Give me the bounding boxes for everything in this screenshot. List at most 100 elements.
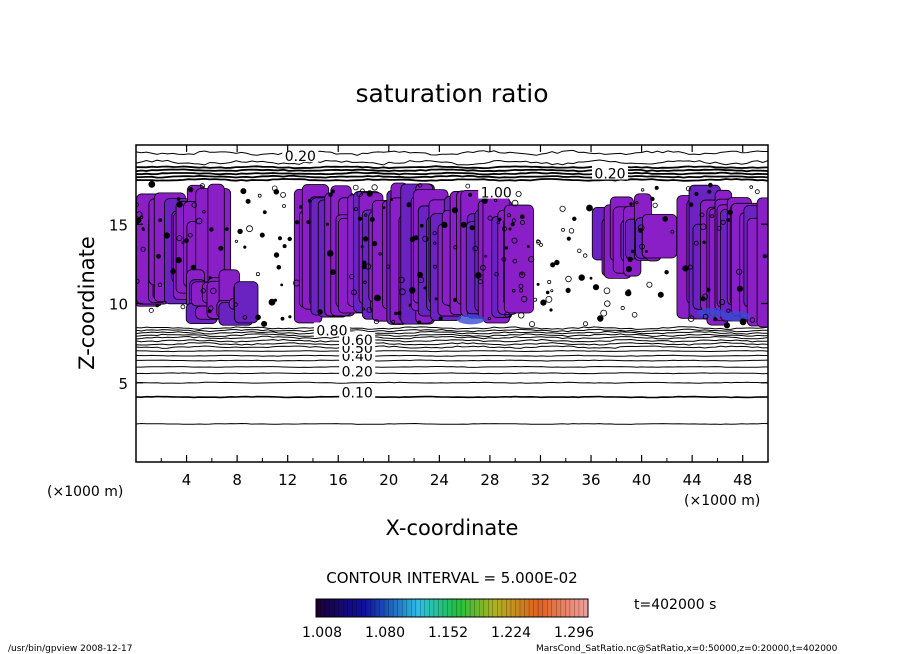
y-tick-label: 10 [109, 296, 128, 314]
contour-speckle [363, 280, 367, 284]
colorbar-tick-label: 1.296 [554, 625, 594, 641]
contour-speckle [325, 222, 330, 226]
contour-speckle [583, 321, 589, 327]
contour-speckle [487, 316, 491, 321]
x-tick-label: 20 [379, 471, 398, 489]
contour-line [136, 354, 768, 357]
contour-speckle [273, 189, 280, 195]
contour-speckle [209, 227, 214, 232]
contour-speckle [307, 199, 312, 203]
footer-source: MarsCond_SatRatio.nc@SatRatio,x=0:50000,… [536, 644, 838, 654]
contour-line [136, 177, 768, 182]
contour-speckle [710, 214, 714, 218]
contour-speckle [148, 307, 154, 313]
x-tick-label: 16 [329, 471, 348, 489]
contour-label: 0.20 [594, 167, 625, 183]
contour-speckle [749, 185, 753, 189]
x-tick-label: 36 [581, 471, 600, 489]
contour-speckle [234, 239, 238, 243]
contour-speckle [180, 304, 186, 310]
contour-speckle [536, 239, 541, 245]
contour-speckle [141, 228, 145, 232]
contour-speckle [515, 190, 522, 197]
contour-speckle [372, 241, 378, 247]
contour-line [136, 330, 768, 335]
contour-line [136, 345, 768, 349]
contour-label-bg [339, 384, 376, 399]
contour-label: 0.20 [285, 149, 316, 165]
contour-speckle [630, 249, 635, 254]
x-tick-label: 44 [683, 471, 702, 489]
contour-speckle [719, 299, 726, 306]
contour-speckle [706, 287, 711, 292]
contour-speckle [243, 245, 247, 249]
contour-speckle [280, 316, 285, 321]
x-unit-label-right: (×1000 m) [684, 493, 760, 509]
contour-speckle [363, 236, 369, 242]
contour-speckle [460, 221, 467, 228]
contour-speckle [625, 289, 632, 297]
contour-speckle [568, 228, 575, 234]
contour-speckle [629, 202, 633, 206]
contour-speckle [364, 213, 368, 217]
contour-speckle [176, 201, 183, 208]
contour-speckle [273, 252, 280, 258]
contour-speckle [702, 240, 706, 244]
contour-speckle [190, 264, 197, 271]
contour-speckle [487, 215, 493, 221]
contour-speckle [218, 245, 224, 251]
contour-speckle [469, 225, 475, 231]
contour-speckle [526, 244, 530, 248]
contour-speckle [501, 226, 507, 232]
contour-line [136, 333, 768, 338]
contour-speckle [670, 229, 675, 234]
contour-label-bg [478, 184, 515, 199]
contour-line [136, 350, 768, 353]
contour-speckle [720, 219, 726, 225]
contour-speckle [511, 237, 518, 244]
supersaturated-fill [136, 180, 768, 329]
colorbar-tick-label: 1.008 [302, 625, 342, 641]
contour-speckle [191, 202, 197, 208]
contour-speckle [688, 202, 694, 207]
contour-speckle [188, 233, 193, 238]
time-label: t=402000 s [634, 597, 716, 613]
contour-speckle [512, 289, 516, 293]
contour-speckle [433, 241, 437, 245]
contour-speckle [572, 216, 577, 221]
contour-speckle [550, 289, 554, 293]
contour-speckle [434, 297, 438, 301]
contour-speckle [362, 260, 367, 265]
colorbar-tick-label: 1.224 [491, 625, 531, 641]
contour-speckle [550, 262, 556, 268]
colorbar-tick-label: 1.080 [365, 625, 405, 641]
contour-speckle [566, 236, 571, 241]
contour-speckle [233, 302, 238, 307]
contour-speckle [549, 308, 553, 312]
contour-speckle [589, 276, 593, 280]
contour-speckle [520, 219, 526, 225]
contour-speckle [635, 201, 639, 205]
contour-speckle [637, 224, 645, 232]
contour-speckle [518, 312, 525, 319]
contour-speckle [255, 314, 261, 321]
contour-speckle [687, 315, 695, 322]
contour-speckle [262, 210, 267, 215]
x-tick-label: 8 [232, 471, 242, 489]
contour-speckle [277, 236, 282, 241]
contour-speckle [268, 298, 276, 306]
x-axis: 4 8 12 16 20 24 28 32 36 40 44 48 [160, 145, 752, 489]
contour-speckle [520, 272, 524, 276]
contour-speckle [188, 187, 194, 193]
contour-speckle [762, 254, 767, 259]
contour-speckle [496, 220, 501, 225]
contour-speckle [685, 186, 691, 192]
contour-speckle [397, 310, 402, 316]
y-axis-label: Z-coordinate [75, 236, 99, 370]
contour-speckle [519, 214, 525, 220]
contour-speckle [181, 241, 185, 245]
contour-speckle [257, 193, 262, 198]
contour-speckle [408, 286, 416, 294]
contour-speckle [657, 291, 664, 298]
